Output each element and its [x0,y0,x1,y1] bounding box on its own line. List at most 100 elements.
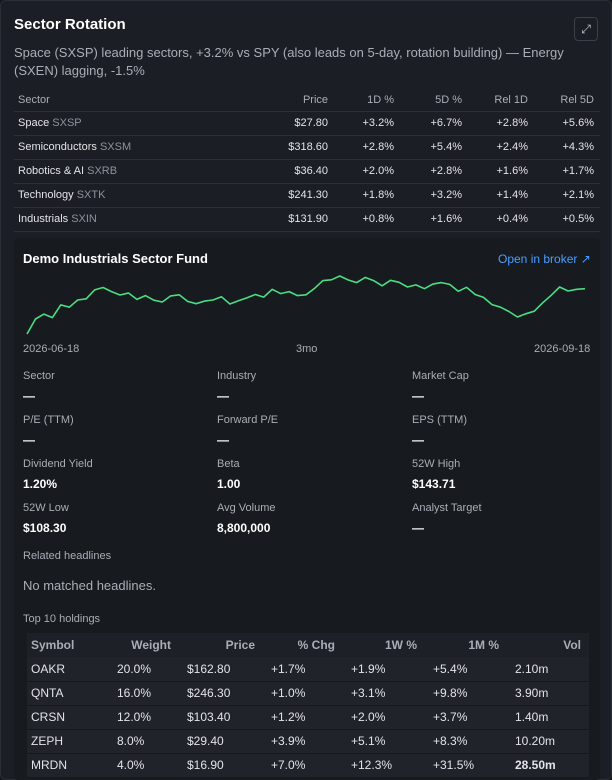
holding-weight: 8.0% [109,729,179,754]
sector-rel-1d: +2.8% [468,111,534,136]
sector-price: $36.40 [228,159,334,184]
table-row[interactable]: QNTA 16.0% $246.30 +1.0% +3.1% +9.8% 3.9… [27,681,589,706]
sector-1d: +0.8% [334,207,400,232]
metric-value: 8,800,000 [217,521,271,535]
sector-price: $241.30 [228,183,334,208]
holding-1w: +5.1% [343,729,425,754]
sector-1d: +1.8% [334,183,400,208]
col-pct-chg[interactable]: % Chg [263,633,343,657]
sector-ticker: SXTK [76,189,106,201]
fund-name: Demo Industrials Sector Fund [23,251,208,266]
headlines-empty-message: No matched headlines. [23,578,156,593]
sector-table: Sector Price 1D % 5D % Rel 1D Rel 5D Spa… [14,89,600,232]
sector-name: Industrials [18,213,69,225]
sector-rel-5d: +5.6% [534,111,600,136]
holding-weight: 12.0% [109,705,179,730]
table-row[interactable]: Robotics & AI SXRB $36.40 +2.0% +2.8% +1… [14,159,600,184]
col-1w[interactable]: 1W % [343,633,425,657]
open-in-broker-link[interactable]: Open in broker ↗ [498,252,591,266]
metric-value: $108.30 [23,521,67,535]
table-row[interactable]: MRDN 4.0% $16.90 +7.0% +12.3% +31.5% 28.… [27,753,589,778]
metric-dividend-yield: Dividend Yield 1.20% [23,458,203,491]
col-sector[interactable]: Sector [14,89,228,112]
sector-name: Technology [18,189,74,201]
metric-value: — [412,433,424,447]
holding-weight: 20.0% [109,657,179,682]
table-row[interactable]: ZEPH 8.0% $29.40 +3.9% +5.1% +8.3% 10.20… [27,729,589,754]
holding-1w: +1.9% [343,657,425,682]
holding-1m: +9.8% [425,681,507,706]
col-vol[interactable]: Vol [507,633,589,657]
sector-rel-1d: +1.6% [468,159,534,184]
expand-icon[interactable]: ⤢ [574,17,598,41]
col-5d[interactable]: 5D % [400,89,468,112]
holding-pct-chg: +1.7% [263,657,343,682]
metric-eps: EPS (TTM) — [412,414,592,447]
metric-avg-volume: Avg Volume 8,800,000 [217,502,397,535]
sector-name: Semiconductors [18,141,97,153]
col-price[interactable]: Price [179,633,263,657]
holding-pct-chg: +1.0% [263,681,343,706]
col-1m[interactable]: 1M % [425,633,507,657]
table-row[interactable]: Industrials SXIN $131.90 +0.8% +1.6% +0.… [14,207,600,232]
metric-analyst-target: Analyst Target — [412,502,592,535]
sector-rel-5d: +1.7% [534,159,600,184]
headlines-label: Related headlines [23,550,112,562]
sector-ticker: SXSP [52,117,82,129]
holding-weight: 4.0% [109,753,179,778]
table-row[interactable]: Space SXSP $27.80 +3.2% +6.7% +2.8% +5.6… [14,111,600,136]
price-sparkline [26,275,586,335]
sector-price: $318.60 [228,135,334,160]
metric-label: 52W High [412,458,461,470]
holdings-table-header: Symbol Weight Price % Chg 1W % 1M % Vol [27,633,589,657]
sector-rel-5d: +0.5% [534,207,600,232]
col-1d[interactable]: 1D % [334,89,400,112]
holding-1m: +8.3% [425,729,507,754]
col-symbol[interactable]: Symbol [27,633,109,657]
metric-value: 1.00 [217,477,241,491]
metric-sector: Sector — [23,370,203,403]
sector-ticker: SXRB [87,165,118,177]
sector-name: Robotics & AI [18,165,85,177]
metric-52w-high: 52W High $143.71 [412,458,592,491]
holding-price: $246.30 [179,681,263,706]
holding-vol: 3.90m [507,681,589,706]
metric-value: 1.20% [23,477,58,491]
sector-name: Space [18,117,50,129]
table-row[interactable]: CRSN 12.0% $103.40 +1.2% +2.0% +3.7% 1.4… [27,705,589,730]
sector-rel-1d: +1.4% [468,183,534,208]
sector-1d: +3.2% [334,111,400,136]
holdings-table: Symbol Weight Price % Chg 1W % 1M % Vol … [27,633,589,778]
sector-5d: +5.4% [400,135,468,160]
holding-1w: +2.0% [343,705,425,730]
sector-5d: +6.7% [400,111,468,136]
metric-label: EPS (TTM) [412,414,467,426]
holding-pct-chg: +1.2% [263,705,343,730]
sector-5d: +3.2% [400,183,468,208]
holdings-label: Top 10 holdings [23,613,101,625]
table-row[interactable]: Semiconductors SXSM $318.60 +2.8% +5.4% … [14,135,600,160]
holding-price: $16.90 [179,753,263,778]
col-rel-5d[interactable]: Rel 5D [534,89,600,112]
holding-price: $103.40 [179,705,263,730]
table-row[interactable]: Technology SXTK $241.30 +1.8% +3.2% +1.4… [14,183,600,208]
metric-label: P/E (TTM) [23,414,74,426]
metric-value: — [217,433,229,447]
table-row[interactable]: OAKR 20.0% $162.80 +1.7% +1.9% +5.4% 2.1… [27,657,589,682]
sector-table-header: Sector Price 1D % 5D % Rel 1D Rel 5D [14,89,600,112]
sparkline-path [26,275,586,335]
col-weight[interactable]: Weight [109,633,179,657]
holding-symbol: OAKR [27,657,109,682]
metric-label: Beta [217,458,240,470]
sector-rel-5d: +4.3% [534,135,600,160]
sector-ticker: SXSM [99,141,132,153]
holding-symbol: QNTA [27,681,109,706]
holding-1w: +3.1% [343,681,425,706]
metric-forward-pe: Forward P/E — [217,414,397,447]
metric-label: Sector [23,370,55,382]
metric-label: Market Cap [412,370,469,382]
holding-price: $29.40 [179,729,263,754]
col-rel-1d[interactable]: Rel 1D [468,89,534,112]
metric-beta: Beta 1.00 [217,458,397,491]
col-price[interactable]: Price [228,89,334,112]
